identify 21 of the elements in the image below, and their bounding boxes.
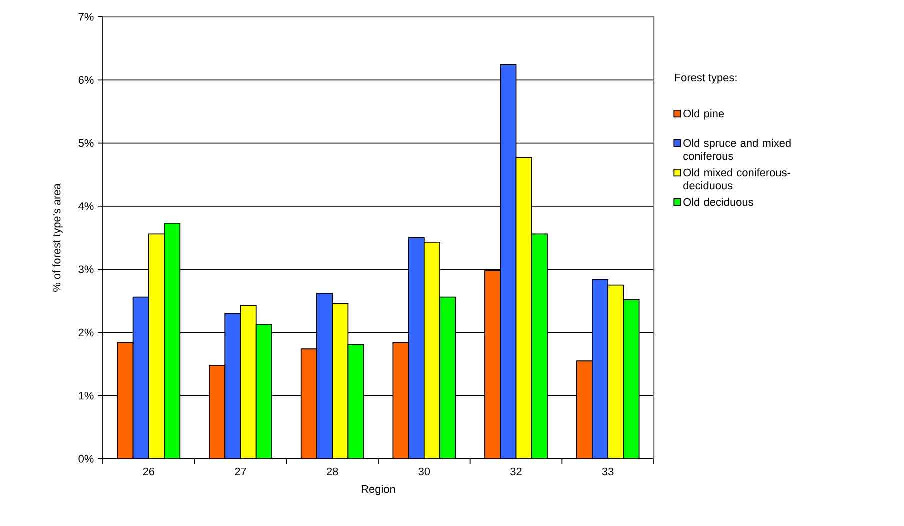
legend-label: Old spruce and mixed coniferous bbox=[684, 139, 791, 160]
x-tick-label: 30 bbox=[418, 468, 430, 476]
y-tick-label: 7% bbox=[78, 13, 94, 21]
x-tick-label: 27 bbox=[235, 468, 246, 476]
legend-label: Old pine bbox=[684, 110, 724, 120]
x-tick-label: 26 bbox=[143, 468, 155, 476]
x-tick-label: 28 bbox=[327, 468, 338, 476]
x-axis-title: Region bbox=[362, 485, 396, 496]
legend-title: Forest types: bbox=[675, 74, 737, 84]
legend-label: Old mixed coniferous-deciduous bbox=[684, 168, 790, 190]
legend-label: Old deciduous bbox=[684, 198, 754, 206]
y-tick-label: 5% bbox=[78, 139, 94, 148]
y-tick-label: 3% bbox=[78, 266, 94, 274]
y-tick-label: 4% bbox=[78, 202, 94, 210]
y-tick-label: 6% bbox=[78, 76, 94, 84]
y-axis-title: % of forest type's area bbox=[52, 184, 63, 292]
x-tick-label: 32 bbox=[510, 468, 522, 476]
y-tick-label: 1% bbox=[79, 392, 94, 400]
y-tick-label: 2% bbox=[78, 328, 94, 337]
y-tick-label: 0% bbox=[78, 455, 94, 463]
x-tick-label: 33 bbox=[602, 468, 614, 476]
